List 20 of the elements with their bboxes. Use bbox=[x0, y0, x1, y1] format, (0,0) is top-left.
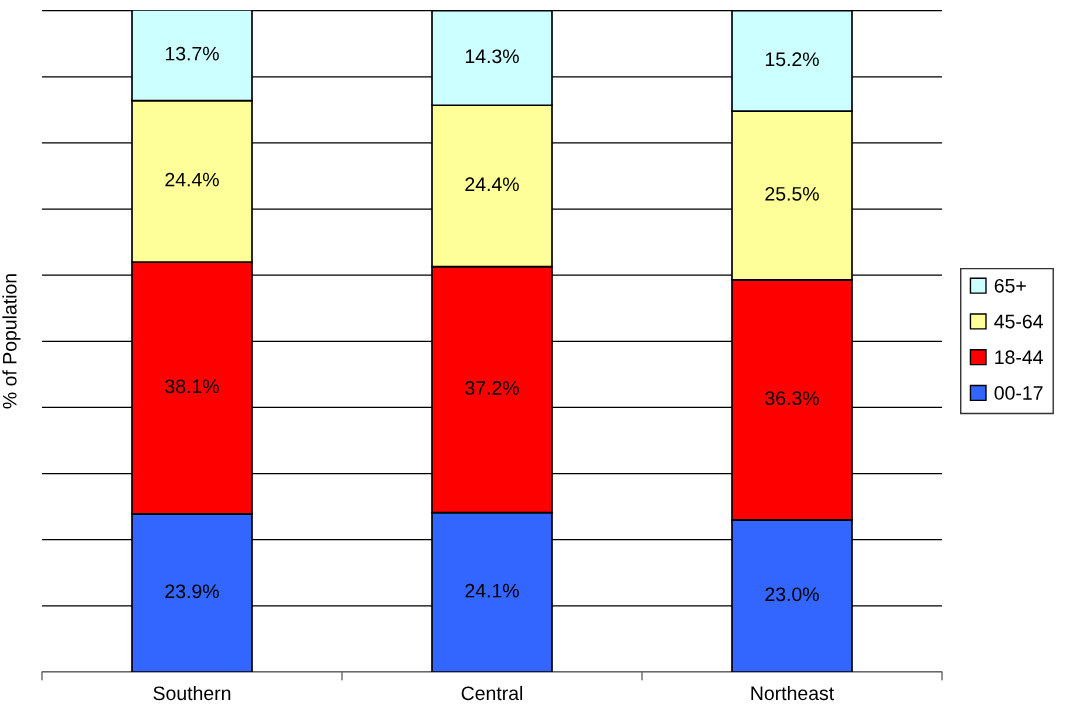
data-label: 13.7% bbox=[165, 46, 219, 61]
legend-label: 00-17 bbox=[994, 386, 1043, 400]
legend-label: 65+ bbox=[994, 278, 1026, 293]
data-label: 25.5% bbox=[765, 186, 819, 201]
data-label: 24.4% bbox=[165, 172, 219, 187]
x-tick-label: Southern bbox=[153, 685, 231, 701]
data-label: 14.3% bbox=[465, 49, 519, 64]
y-axis-title: % of Population bbox=[2, 274, 21, 409]
data-label: 37.2% bbox=[465, 381, 519, 395]
data-label: 23.9% bbox=[165, 584, 219, 599]
legend-label: 45-64 bbox=[994, 314, 1043, 329]
data-label: 36.3% bbox=[765, 391, 819, 406]
legend-label: 18-44 bbox=[995, 350, 1043, 365]
data-label: 24.4% bbox=[465, 177, 519, 192]
data-label: 24.1% bbox=[465, 583, 519, 598]
data-label: 15.2% bbox=[765, 52, 819, 67]
x-tick-label: Central bbox=[461, 685, 523, 701]
x-tick-label: Northeast bbox=[751, 685, 835, 701]
data-label: 38.1% bbox=[165, 379, 219, 394]
data-label: 23.0% bbox=[765, 587, 819, 602]
